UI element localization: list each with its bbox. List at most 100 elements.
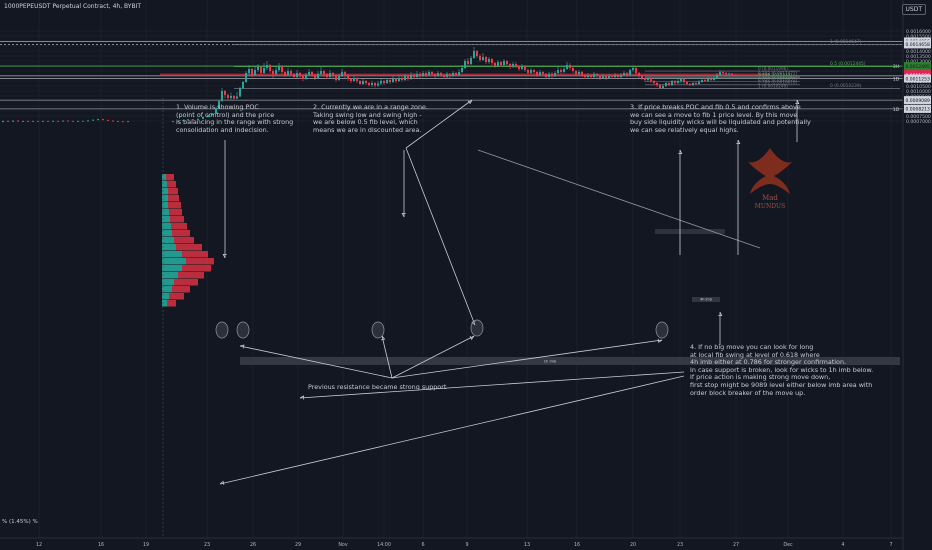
candle-body bbox=[629, 70, 631, 75]
candle-body bbox=[521, 66, 523, 69]
imbalance-box-1h bbox=[240, 357, 900, 365]
time-axis[interactable]: 12 16 19 23 26 29 Nov 14:00 6 9 13 16 20 23 27 Dec 4 7 bbox=[0, 537, 903, 548]
annotation-note-1: 1. Volume is showing POC (point of contr… bbox=[176, 103, 294, 134]
candle-body bbox=[266, 65, 268, 68]
candle-body bbox=[599, 76, 601, 78]
key-level-badge bbox=[904, 62, 931, 71]
fib-local-label: 1 (0.0010240) bbox=[758, 83, 788, 88]
candle-body bbox=[431, 72, 433, 74]
arrow-support-b-head bbox=[469, 335, 475, 340]
candle-body bbox=[581, 72, 583, 75]
fib-main-label: 0 (0.0010239) bbox=[830, 83, 862, 89]
candle-body bbox=[127, 121, 129, 123]
currency-button[interactable]: USDT bbox=[901, 4, 926, 15]
candle-body bbox=[491, 59, 493, 63]
volume-profile-bar-down bbox=[170, 216, 184, 223]
candle-body bbox=[710, 79, 712, 80]
volume-profile-bar-down bbox=[172, 230, 190, 237]
price-axis[interactable]: 0.00160000.00155000.00150000.00145000.00… bbox=[902, 0, 932, 550]
candle-body bbox=[251, 69, 253, 75]
y-tick-label: 0.0007000 bbox=[906, 119, 931, 125]
candle-body bbox=[728, 73, 730, 75]
annotation-note-2: 2. Currently we are in a range zone. Tak… bbox=[313, 103, 428, 134]
candle-body bbox=[329, 73, 331, 77]
candle-body bbox=[187, 119, 189, 121]
fib-main-label: 1 (0.0014647) bbox=[830, 39, 862, 45]
y-tick-label: 0.0015500 bbox=[906, 34, 931, 40]
candle-body bbox=[2, 121, 4, 122]
swing-circle bbox=[371, 321, 385, 339]
key-level-badge bbox=[904, 96, 931, 105]
candle-body bbox=[626, 73, 628, 75]
y-tick-label: 0.0014000 bbox=[906, 49, 931, 55]
y-tick-label: 0.0016000 bbox=[906, 29, 931, 35]
candle-body bbox=[587, 75, 589, 77]
volume-profile-bar-down bbox=[182, 251, 208, 258]
candle-body bbox=[371, 83, 373, 85]
candle-body bbox=[72, 121, 74, 122]
candle-body bbox=[497, 62, 499, 66]
candle-body bbox=[605, 76, 607, 78]
volume-profile-bar-up bbox=[162, 272, 178, 279]
volume-profile-bar-up bbox=[162, 265, 182, 272]
volume-profile-bar-down bbox=[166, 174, 174, 181]
candle-body bbox=[230, 96, 232, 98]
price-badge-label: 0.0011253 bbox=[906, 76, 930, 82]
candle-body bbox=[27, 121, 29, 122]
candle-body bbox=[257, 67, 259, 70]
candle-body bbox=[620, 75, 622, 77]
arrow-note4-left-head bbox=[299, 395, 305, 400]
candle-body bbox=[542, 72, 544, 74]
price-badge bbox=[904, 74, 931, 83]
candle-body bbox=[443, 75, 445, 77]
candle-body bbox=[239, 88, 241, 97]
candle-body bbox=[269, 65, 271, 71]
key-level-label: 0.0012495 bbox=[906, 64, 930, 70]
x-tick-label: 4 bbox=[841, 542, 844, 548]
volume-profile-bar-down bbox=[171, 223, 187, 230]
candle-body bbox=[326, 74, 328, 77]
candle-body bbox=[674, 81, 676, 83]
candle-body bbox=[77, 121, 79, 122]
candle-body bbox=[236, 96, 238, 99]
logo-text-mad: Mad bbox=[762, 194, 778, 202]
volume-profile bbox=[162, 174, 214, 307]
volume-profile-bar-down bbox=[168, 188, 178, 195]
candle-body bbox=[332, 73, 334, 76]
candle-body bbox=[260, 67, 262, 73]
candle-body bbox=[533, 70, 535, 72]
volume-profile-bar-up bbox=[162, 216, 170, 223]
arrow-note2-low-head bbox=[471, 320, 476, 326]
volume-profile-bar-up bbox=[162, 202, 168, 209]
candle-body bbox=[500, 62, 502, 65]
candle-body bbox=[527, 70, 529, 73]
arrow-note4-longleft-head bbox=[219, 480, 225, 485]
candle-body bbox=[320, 71, 322, 74]
candle-body bbox=[638, 73, 640, 76]
candle-body bbox=[455, 73, 457, 75]
volume-profile-bar-up bbox=[162, 230, 172, 237]
x-tick-label: 26 bbox=[250, 542, 256, 548]
candle-body bbox=[323, 71, 325, 74]
candle-body bbox=[299, 73, 301, 76]
fib-local-label: 0.5 (0.0011315) bbox=[758, 73, 792, 78]
candle-body bbox=[518, 66, 520, 69]
candle-body bbox=[584, 75, 586, 77]
y-tick-label: 0.0013500 bbox=[906, 54, 931, 60]
candle-body bbox=[308, 72, 310, 75]
volume-profile-bar-up bbox=[162, 251, 182, 258]
candle-body bbox=[416, 74, 418, 77]
candle-body bbox=[641, 76, 643, 78]
key-level-label: 0.0008213 bbox=[906, 107, 930, 113]
candle-body bbox=[698, 82, 700, 84]
candle-body bbox=[389, 80, 391, 82]
candle-body bbox=[512, 64, 514, 67]
candle-body bbox=[377, 83, 379, 86]
candle-body bbox=[335, 76, 337, 80]
candle-body bbox=[248, 69, 250, 73]
x-tick-label: 13 bbox=[524, 542, 530, 548]
candle-body bbox=[671, 81, 673, 85]
volume-profile-bar-down bbox=[167, 300, 176, 307]
candle-body bbox=[12, 120, 14, 122]
